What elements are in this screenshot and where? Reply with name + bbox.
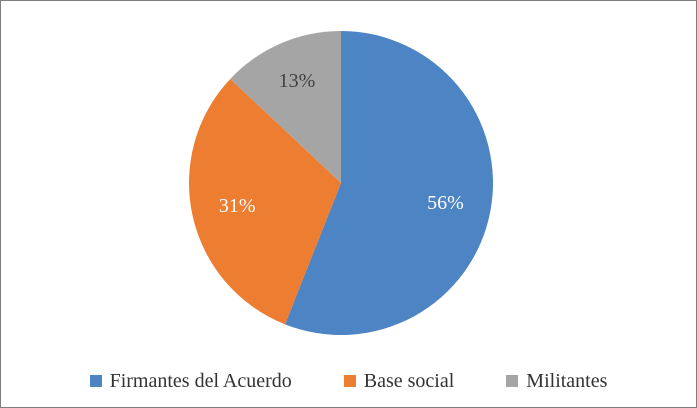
legend-label: Firmantes del Acuerdo (109, 370, 292, 392)
legend-label: Base social (363, 370, 455, 392)
legend-swatch (506, 375, 519, 387)
pie-slice-label: 13% (279, 70, 316, 92)
chart-legend: Firmantes del Acuerdo Base social Milita… (1, 371, 696, 391)
legend-swatch (89, 375, 102, 387)
pie-slice-2 (230, 31, 341, 183)
legend-label: Militantes (526, 370, 608, 392)
pie-slice-1 (189, 78, 341, 325)
legend-swatch (343, 375, 356, 387)
pie-chart: 56% 31% 13% (189, 31, 493, 335)
legend-item-militantes: Militantes (506, 371, 607, 391)
legend-item-firmantes: Firmantes del Acuerdo (89, 370, 292, 392)
pie-slice-0 (285, 31, 493, 335)
pie-slice-label: 56% (427, 192, 464, 214)
pie-slice-label: 31% (219, 195, 256, 217)
legend-item-base-social: Base social (343, 370, 455, 392)
